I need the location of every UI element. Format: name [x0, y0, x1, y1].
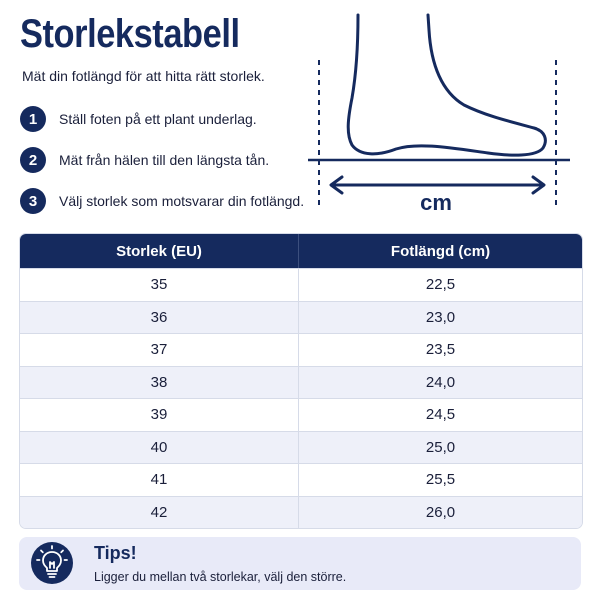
- unit-label: cm: [420, 190, 452, 215]
- step-2: 2 Mät från hälen till den längsta tån.: [20, 145, 269, 175]
- arrow-left-icon: [329, 175, 344, 195]
- page-title: Storlekstabell: [20, 12, 240, 56]
- table-header: Storlek (EU) Fotlängd (cm): [20, 234, 582, 268]
- step-number-badge: 1: [20, 106, 46, 132]
- step-3: 3 Välj storlek som motsvarar din fotläng…: [20, 186, 304, 216]
- lightbulb-icon: [31, 542, 73, 584]
- cell-foot-length: 24,5: [425, 406, 456, 424]
- tips-box: Tips! Ligger du mellan två storlekar, vä…: [19, 537, 581, 590]
- table-row: 35 22,5: [20, 268, 582, 301]
- column-header-foot-length: Fotlängd (cm): [390, 242, 491, 260]
- step-text: Ställ foten på ett plant underlag.: [59, 111, 257, 127]
- table-row: 42 26,0: [20, 495, 582, 528]
- cell-size: 38: [20, 366, 299, 398]
- cell-size: 41: [20, 464, 299, 496]
- cell-foot-length: 25,5: [425, 471, 456, 489]
- cell-foot-length: 23,5: [425, 341, 456, 359]
- cell-size: 35: [20, 269, 299, 301]
- foot-measurement-diagram: [300, 10, 580, 215]
- cell-foot-length: 22,5: [425, 276, 456, 294]
- cell-foot-length: 25,0: [425, 438, 456, 456]
- step-text: Mät från hälen till den längsta tån.: [59, 152, 270, 168]
- cell-size: 37: [20, 334, 299, 366]
- size-table: Storlek (EU) Fotlängd (cm) 35 22,5 36 23,0…: [19, 233, 583, 529]
- foot-outline-icon: [308, 13, 570, 205]
- cell-size: 39: [20, 399, 299, 431]
- cell-size: 40: [20, 431, 299, 463]
- page-subtitle: Mät din fotlängd för att hitta rätt stor…: [22, 68, 265, 84]
- cell-foot-length: 23,0: [425, 308, 456, 326]
- table-row: 39 24,5: [20, 398, 582, 431]
- tips-title: Tips!: [94, 543, 137, 563]
- step-1: 1 Ställ foten på ett plant underlag.: [20, 104, 257, 134]
- table-row: 40 25,0: [20, 430, 582, 463]
- table-row: 36 23,0: [20, 300, 582, 333]
- cell-size: 42: [20, 496, 299, 528]
- table-row: 38 24,0: [20, 365, 582, 398]
- step-number-badge: 2: [20, 147, 46, 173]
- cell-foot-length: 26,0: [425, 503, 456, 521]
- column-header-size: Storlek (EU): [20, 234, 299, 268]
- arrow-right-icon: [531, 175, 546, 195]
- step-text: Välj storlek som motsvarar din fotlängd.: [59, 193, 305, 209]
- tips-text: Ligger du mellan två storlekar, välj den…: [94, 570, 347, 584]
- cell-foot-length: 24,0: [425, 373, 456, 391]
- table-row: 41 25,5: [20, 463, 582, 496]
- table-body: 35 22,5 36 23,0 37 23,5 38 24,0 39 24,5 40 25,…: [20, 268, 582, 528]
- step-number-badge: 3: [20, 188, 46, 214]
- table-row: 37 23,5: [20, 333, 582, 366]
- cell-size: 36: [20, 301, 299, 333]
- foot-shape: [346, 13, 547, 157]
